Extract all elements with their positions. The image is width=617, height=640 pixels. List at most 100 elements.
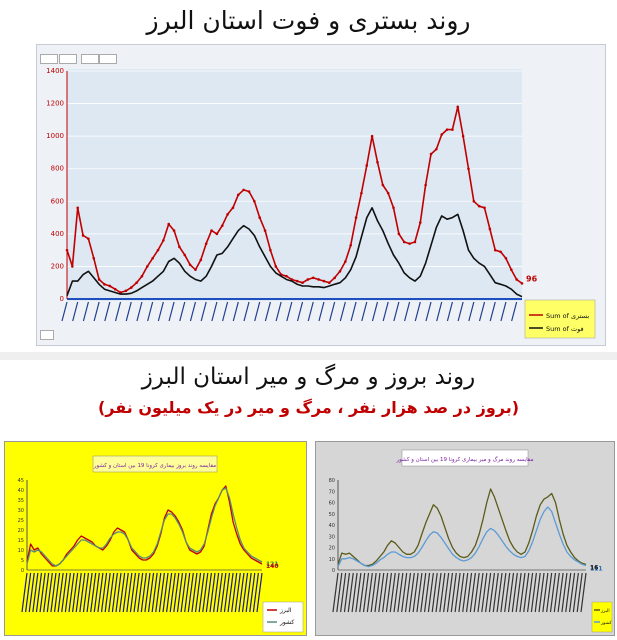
x-tick-mark (223, 572, 231, 613)
data-point (183, 253, 187, 257)
data-point (167, 222, 171, 226)
x-tick-mark (339, 301, 346, 322)
data-point (97, 278, 101, 281)
end-value-label: 111 (590, 565, 603, 572)
field-button[interactable] (99, 54, 117, 64)
x-tick-mark (122, 572, 129, 613)
x-tick-mark (275, 301, 282, 322)
data-point (87, 237, 90, 241)
x-tick-mark (347, 572, 354, 613)
data-point (322, 279, 326, 283)
x-tick-mark (488, 572, 496, 613)
x-tick-mark (68, 572, 75, 613)
x-tick-mark (420, 572, 427, 613)
end-value-label: 121 (266, 561, 279, 568)
series-line-1 (66, 207, 523, 298)
data-point (71, 265, 74, 268)
x-tick-mark (478, 301, 486, 322)
x-tick-mark (21, 572, 28, 613)
data-point (178, 245, 181, 249)
x-tick-mark (162, 572, 169, 613)
data-point (140, 274, 144, 278)
field-button[interactable] (40, 54, 58, 64)
x-tick-mark (234, 572, 241, 613)
data-point (306, 278, 310, 281)
x-tick-mark (155, 572, 162, 613)
x-tick-mark (416, 572, 423, 613)
x-tick-mark (404, 301, 411, 322)
x-tick-mark (427, 572, 434, 613)
field-button[interactable] (59, 54, 77, 64)
field-button[interactable] (81, 54, 99, 64)
data-point (408, 242, 411, 245)
x-tick-mark (43, 572, 50, 613)
data-point (247, 190, 251, 193)
x-tick-mark (557, 572, 564, 613)
x-tick-mark (286, 301, 293, 322)
x-tick-mark (254, 301, 261, 322)
x-tick-mark (115, 572, 122, 613)
data-point (413, 240, 417, 244)
x-tick-mark (93, 301, 100, 322)
y-tick-label: 40 (18, 488, 24, 494)
x-tick-mark (126, 572, 133, 613)
x-tick-mark (57, 572, 64, 613)
x-tick-mark (61, 301, 68, 322)
data-point (429, 152, 433, 156)
data-point (231, 206, 235, 210)
x-tick-mark (213, 572, 220, 613)
data-point (392, 206, 395, 210)
x-tick-mark (454, 572, 461, 613)
x-tick-mark (307, 301, 314, 322)
data-point (397, 232, 401, 236)
data-point (370, 134, 374, 138)
x-tick-mark (209, 572, 216, 613)
data-point (162, 239, 165, 242)
x-tick-mark (332, 572, 339, 613)
data-point (338, 270, 342, 273)
series-line-0 (26, 485, 263, 567)
data-point (295, 279, 299, 283)
y-tick-label: 1400 (46, 67, 64, 75)
data-point (210, 229, 213, 232)
data-point (477, 204, 481, 208)
data-point (467, 167, 470, 171)
field-button[interactable] (40, 330, 54, 340)
x-tick-mark (361, 301, 368, 322)
x-tick-mark (200, 301, 207, 322)
x-tick-mark (553, 572, 560, 613)
bottom-subtitle: (بروز در صد هزار نفر ، مرگ و میر در یک م… (97, 398, 520, 417)
x-tick-mark (336, 572, 343, 613)
x-tick-mark (542, 572, 549, 613)
x-tick-mark (450, 572, 457, 613)
x-tick-mark (568, 572, 576, 613)
x-tick-mark (194, 572, 202, 613)
y-tick-label: 10 (18, 548, 24, 554)
x-tick-mark (216, 572, 223, 613)
x-tick-mark (211, 301, 218, 322)
x-tick-mark (238, 572, 245, 613)
x-tick-mark (435, 572, 442, 613)
x-tick-mark (231, 572, 238, 613)
x-tick-mark (202, 572, 209, 613)
data-point (418, 221, 422, 224)
x-tick-mark (366, 572, 373, 613)
mortality-chart: مقایسه روند مرگ و میر بیماری کرونا 19 بی… (329, 449, 613, 633)
end-value-label: 16 (590, 565, 598, 572)
data-point (461, 134, 465, 138)
x-tick-mark (61, 572, 68, 613)
x-tick-mark (296, 301, 304, 322)
y-tick-label: 400 (51, 230, 64, 238)
plot-area (67, 69, 522, 301)
x-tick-mark (423, 572, 431, 613)
y-tick-label: 30 (329, 534, 335, 540)
x-tick-mark (458, 572, 465, 613)
data-point (456, 105, 460, 109)
incidence-chart-panel: مقایسه روند بروز بیماری کرونا 19 بین است… (4, 441, 307, 636)
x-tick-mark (108, 572, 115, 613)
x-tick-mark (489, 301, 496, 322)
x-tick-mark (82, 572, 90, 613)
x-tick-mark (28, 572, 35, 613)
x-tick-mark (401, 572, 408, 613)
